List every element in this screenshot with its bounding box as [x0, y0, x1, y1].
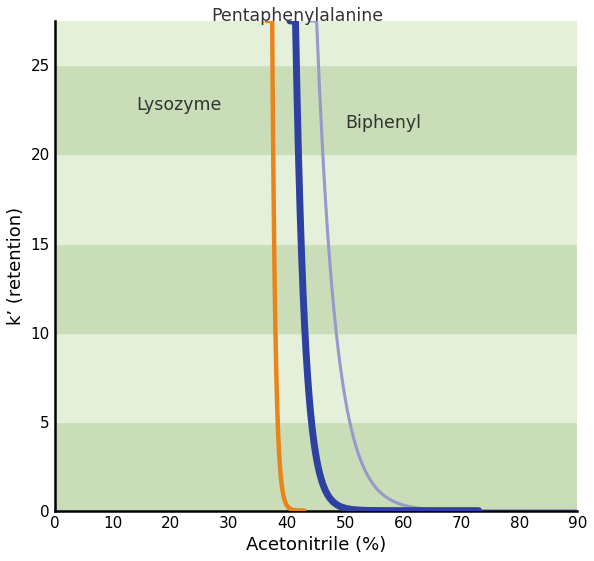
Text: Biphenyl: Biphenyl	[345, 114, 421, 132]
Text: Lysozyme: Lysozyme	[136, 96, 222, 114]
X-axis label: Acetonitrile (%): Acetonitrile (%)	[246, 536, 386, 554]
Bar	[55, 243, 577, 333]
Text: Pentaphenylalanine: Pentaphenylalanine	[211, 7, 384, 25]
Bar	[55, 422, 577, 511]
Bar	[55, 333, 577, 422]
Bar	[55, 66, 577, 154]
Bar	[55, 154, 577, 243]
Bar	[55, 21, 577, 66]
Y-axis label: k’ (retention): k’ (retention)	[7, 207, 25, 325]
